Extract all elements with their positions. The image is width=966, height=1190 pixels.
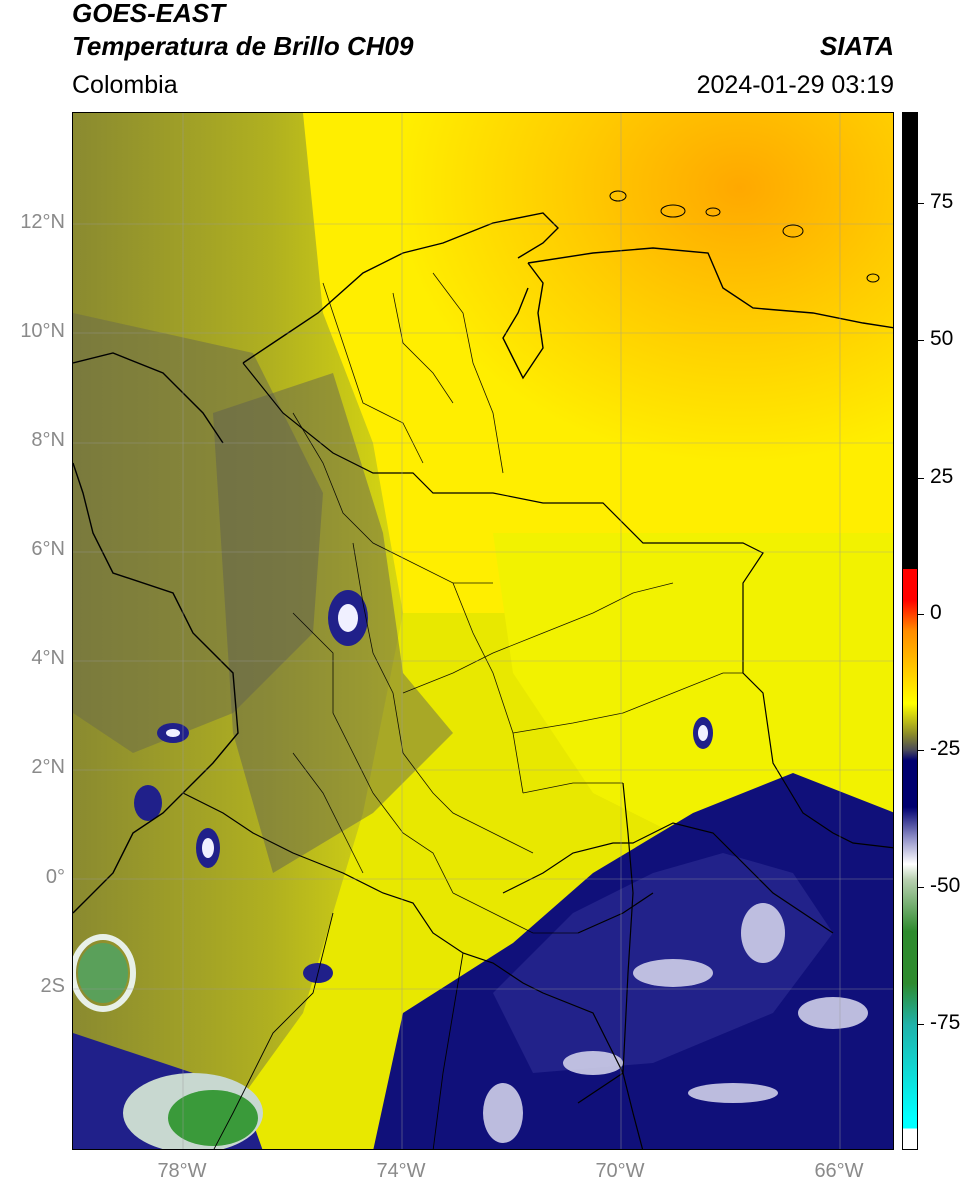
colorbar-label-25: 25 — [930, 465, 954, 488]
lat-label-4N: 4°N — [31, 647, 65, 669]
lon-label-78W: 78°W — [157, 1160, 207, 1182]
convective-cells — [134, 590, 713, 983]
colorbar-tick-m75 — [918, 1024, 924, 1025]
southwest-cold-green — [168, 1090, 258, 1146]
colorbar-tick-0 — [918, 614, 924, 615]
colorbar-label-50: 50 — [930, 327, 954, 350]
colorbar-tick-50 — [918, 340, 924, 341]
lon-label-66W: 66°W — [814, 1160, 864, 1182]
colorbar-label-0: 0 — [930, 601, 942, 624]
colorbar-label-m50: -50 — [930, 874, 961, 897]
lat-label-6N: 6°N — [31, 538, 65, 560]
pacific-white-spot — [73, 934, 136, 1012]
department-borders — [292, 272, 743, 934]
country-border — [182, 362, 893, 1149]
map-frame[interactable] — [72, 112, 894, 1150]
islands — [609, 190, 880, 283]
colorbar-tick-m50 — [918, 887, 924, 888]
colorbar-tick-25 — [918, 478, 924, 479]
brightness-temperature-map — [73, 113, 893, 1149]
colorbar-tick-75 — [918, 203, 924, 204]
lat-label-8N: 8°N — [31, 429, 65, 451]
region-label: Colombia — [72, 71, 178, 99]
lat-label-0: 0° — [45, 866, 65, 888]
lon-label-74W: 74°W — [376, 1160, 426, 1182]
lon-label-70W: 70°W — [595, 1160, 645, 1182]
colorbar-label-75: 75 — [930, 190, 954, 213]
cloud-tops-white — [483, 903, 868, 1143]
satellite-title: GOES-EAST — [72, 0, 226, 28]
graticule — [73, 113, 893, 1149]
lat-label-2S: 2S — [40, 975, 65, 997]
datetime-label: 2024-01-29 03:19 — [696, 71, 894, 99]
pacific-gray-band — [73, 313, 323, 753]
temperature-colorbar — [902, 112, 918, 1150]
lat-label-10N: 10°N — [20, 320, 65, 342]
brand-label: SIATA — [819, 31, 894, 61]
pacific-green-spot — [78, 943, 128, 1003]
colorbar-tick-m25 — [918, 750, 924, 751]
title-block: GOES-EAST Temperatura de Brillo CH09 Col… — [72, 0, 894, 110]
lat-label-12N: 12°N — [20, 211, 65, 233]
colorbar-label-m25: -25 — [930, 737, 961, 760]
coastlines — [73, 212, 893, 914]
colorbar-label-m75: -75 — [930, 1011, 961, 1034]
peru-brazil-border — [213, 912, 464, 1149]
product-title: Temperatura de Brillo CH09 — [72, 31, 414, 61]
convective-cores — [166, 604, 708, 858]
lat-label-2N: 2°N — [31, 756, 65, 778]
